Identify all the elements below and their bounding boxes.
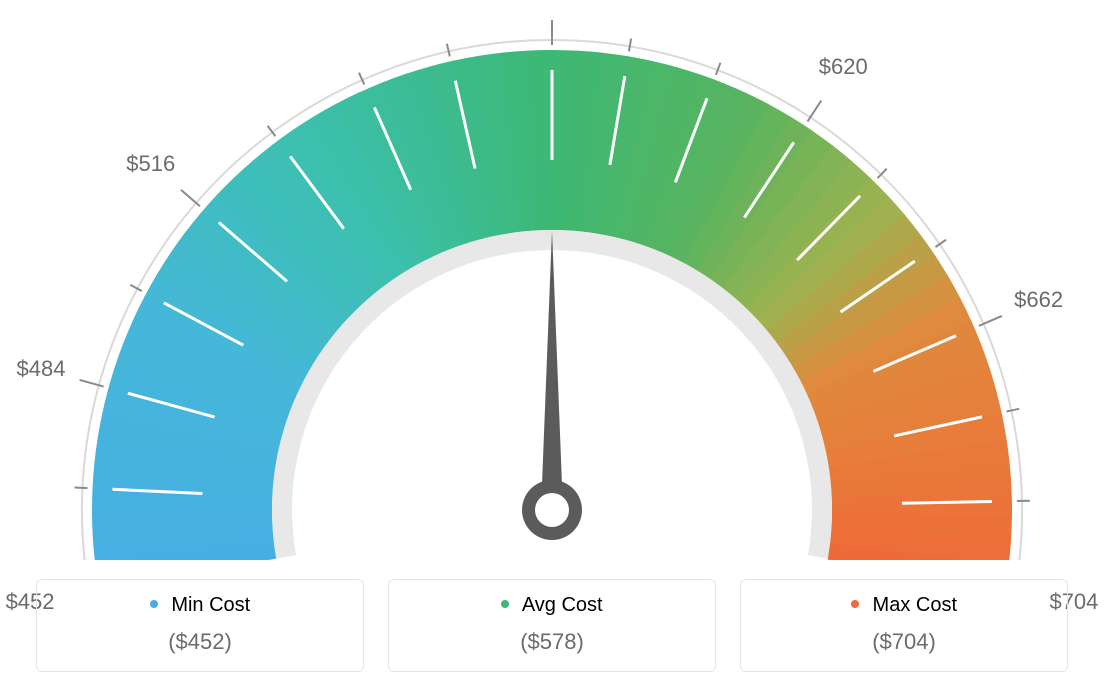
legend-avg-value: ($578) xyxy=(399,629,705,655)
gauge-tick-label: $620 xyxy=(819,54,868,80)
legend-min-value: ($452) xyxy=(47,629,353,655)
gauge-tick-label: $516 xyxy=(126,151,175,177)
legend-row: Min Cost ($452) Avg Cost ($578) Max Cost… xyxy=(0,579,1104,672)
legend-max-title: Max Cost xyxy=(751,594,1057,617)
legend-max: Max Cost ($704) xyxy=(740,579,1068,672)
legend-avg-label: Avg Cost xyxy=(522,594,603,616)
gauge-chart: $452$484$516$578$620$662$704 xyxy=(0,0,1104,560)
legend-min-label: Min Cost xyxy=(171,594,250,616)
gauge-svg xyxy=(0,0,1104,560)
legend-min-title: Min Cost xyxy=(47,594,353,617)
legend-max-value: ($704) xyxy=(751,629,1057,655)
legend-avg: Avg Cost ($578) xyxy=(388,579,716,672)
dot-icon xyxy=(150,600,158,608)
legend-avg-title: Avg Cost xyxy=(399,594,705,617)
gauge-tick-label: $484 xyxy=(17,356,66,382)
legend-min: Min Cost ($452) xyxy=(36,579,364,672)
dot-icon xyxy=(501,600,509,608)
legend-max-label: Max Cost xyxy=(873,594,957,616)
gauge-tick-label: $662 xyxy=(1014,287,1063,313)
dot-icon xyxy=(851,600,859,608)
